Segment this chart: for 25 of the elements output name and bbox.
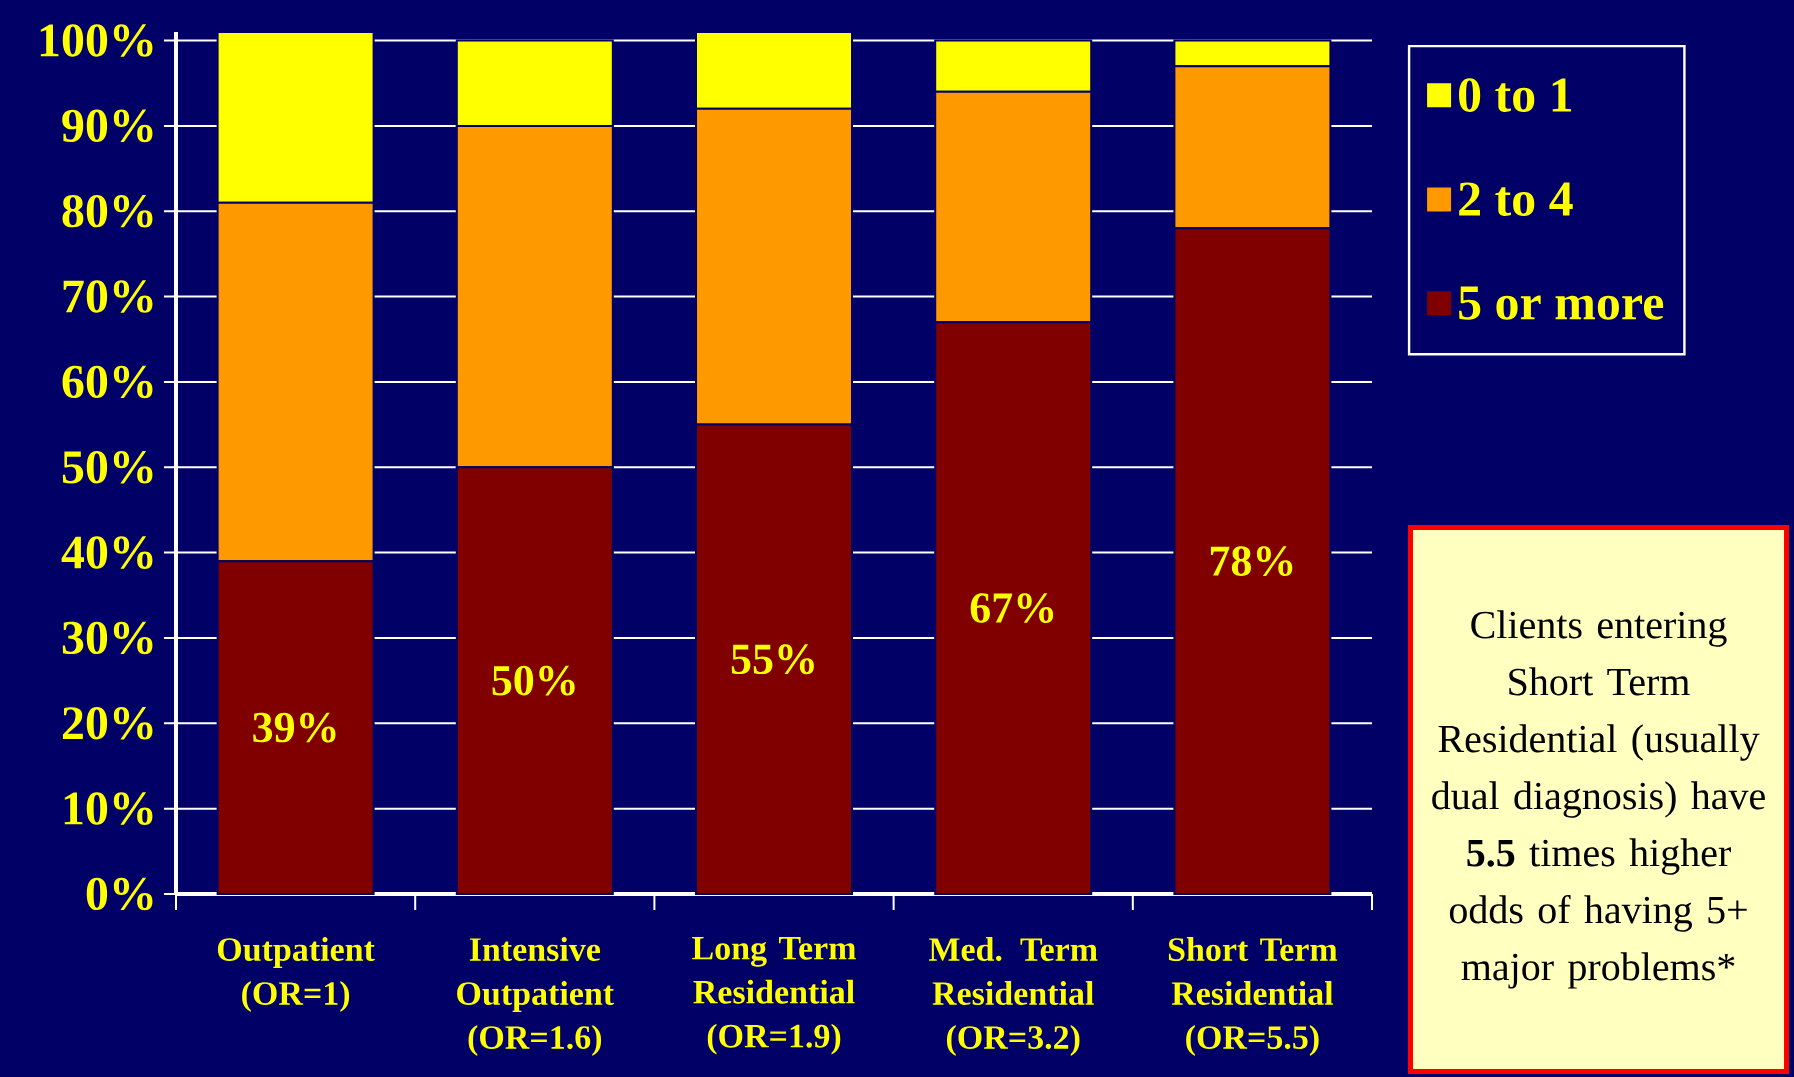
x-tick-label: Long Term Residential (OR=1.9) bbox=[692, 937, 856, 1055]
y-tick-label: 100% bbox=[40, 24, 153, 57]
y-tick-label: 40% bbox=[61, 536, 153, 569]
text: Clients entering Short Term Residential (usually dual diagnosis) have 5.5 times higher odds of having 5+ major problems* bbox=[1432, 610, 1765, 989]
data-label: 39% bbox=[253, 712, 336, 743]
x-tick-label: Med. Term Residential (OR=3.2) bbox=[928, 937, 1098, 1056]
y-tick-label: 20% bbox=[62, 707, 153, 740]
y-tick-label: 10% bbox=[64, 792, 153, 825]
y-tick-label: 70% bbox=[63, 280, 153, 313]
legend-label: 0 to 1 bbox=[1459, 78, 1572, 112]
y-tick-label: 50% bbox=[62, 450, 153, 484]
data-label: 50% bbox=[492, 665, 575, 696]
y-tick-label: 80% bbox=[62, 194, 153, 228]
y-tick-label: 0% bbox=[86, 877, 153, 911]
legend-label: 2 to 4 bbox=[1459, 182, 1573, 216]
y-tick-label: 30% bbox=[62, 621, 153, 655]
legend-label: 5 or more bbox=[1459, 286, 1664, 320]
data-label: 67% bbox=[970, 593, 1054, 623]
x-tick-label: Intensive Outpatient (OR=1.6) bbox=[457, 937, 614, 1056]
y-tick-label: 90% bbox=[62, 109, 153, 143]
data-label: 55% bbox=[731, 644, 814, 675]
y-tick-label: 60% bbox=[62, 365, 153, 399]
x-tick-label: Outpatient (OR=1) bbox=[217, 937, 375, 1012]
x-tick-label: Short Term Residential (OR=5.5) bbox=[1168, 937, 1338, 1056]
data-label: 78% bbox=[1210, 546, 1293, 577]
